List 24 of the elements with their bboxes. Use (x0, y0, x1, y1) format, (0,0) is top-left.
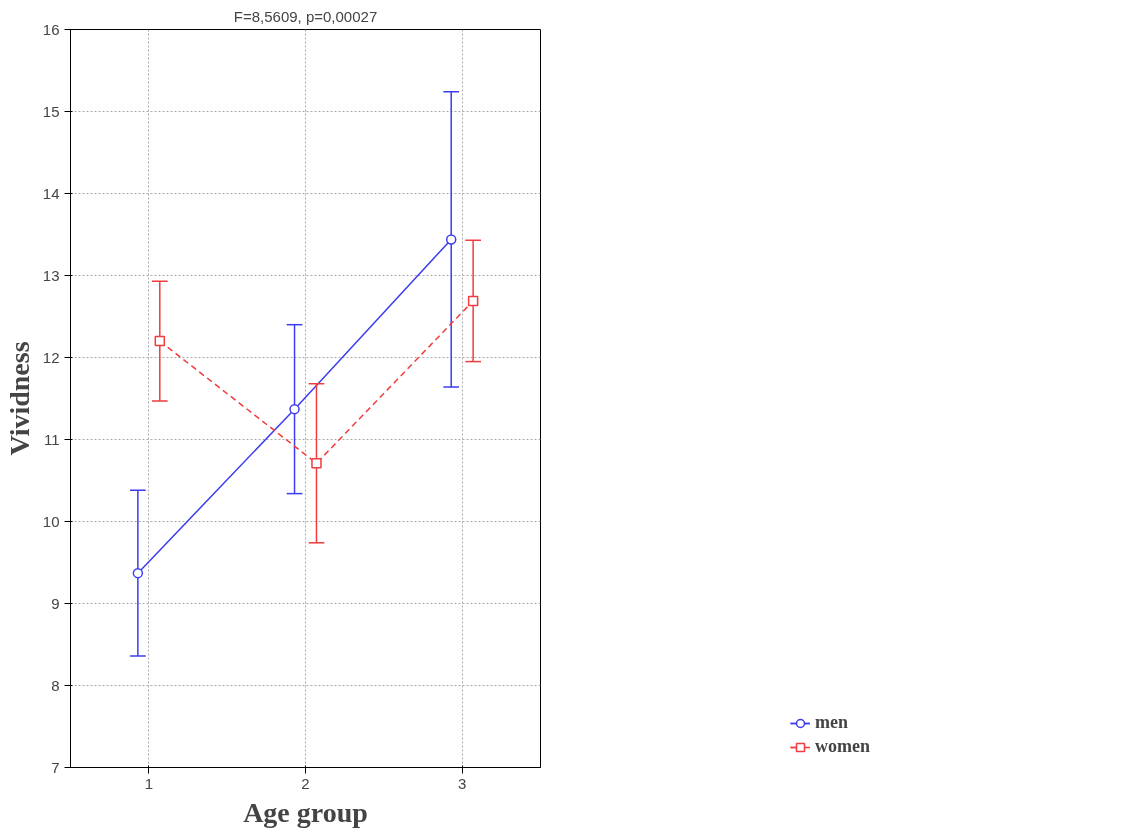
x-tick-label: 2 (301, 774, 310, 792)
legend-label: men (815, 712, 848, 733)
point (311, 458, 322, 469)
y-tick-label: 16 (42, 20, 60, 38)
y-tick-label: 9 (51, 594, 60, 612)
x-tick-label: 1 (144, 774, 154, 792)
y-tick-label: 10 (42, 512, 60, 530)
y-tick-label: 15 (42, 102, 60, 120)
y-tick-label: 13 (42, 266, 60, 284)
point (154, 335, 166, 347)
x-axis-title: Age group (243, 796, 368, 828)
x-tick-label: 3 (458, 774, 467, 792)
y-tick-label: 7 (51, 758, 60, 776)
legend-label: women (815, 736, 870, 757)
point (289, 403, 300, 415)
y-tick-label: 12 (42, 348, 60, 366)
y-axis-title: Vividness (3, 341, 35, 456)
point (467, 295, 479, 307)
point (132, 567, 144, 579)
point (445, 234, 457, 245)
chart-title: F=8,5609, p=0,00027 (233, 7, 378, 25)
y-tick-label: 11 (43, 430, 60, 448)
y-tick-label: 14 (42, 184, 60, 202)
y-tick-label: 8 (51, 676, 60, 694)
